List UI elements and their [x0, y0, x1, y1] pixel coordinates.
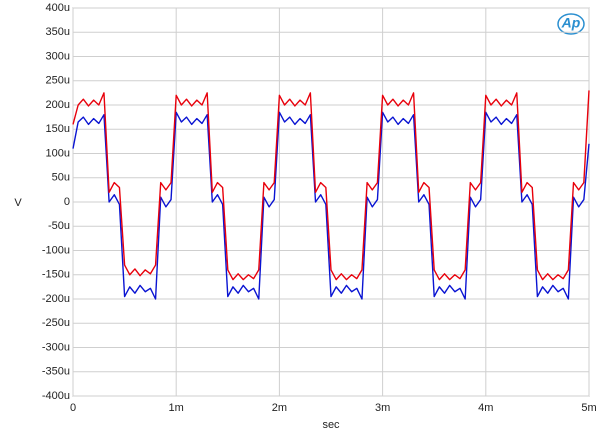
- y-tick-label: 50u: [52, 172, 70, 184]
- y-tick-label: 300u: [46, 50, 70, 62]
- x-axis-title: sec: [322, 419, 340, 431]
- series-line: [72, 90, 590, 281]
- y-tick-label: -50u: [48, 220, 70, 232]
- x-tick-label: 4m: [478, 402, 493, 414]
- y-tick-label: -150u: [42, 269, 70, 281]
- logo: Ap: [561, 15, 581, 31]
- y-tick-label: 400u: [46, 2, 70, 14]
- y-tick-label: 0: [64, 196, 70, 208]
- y-tick-label: 350u: [46, 26, 70, 38]
- x-tick-label: 0: [70, 402, 76, 414]
- y-tick-label: -100u: [42, 244, 70, 256]
- y-tick-label: 150u: [46, 123, 70, 135]
- y-tick-label: -350u: [42, 366, 70, 378]
- series-line: [72, 111, 590, 300]
- y-tick-label: 100u: [46, 147, 70, 159]
- x-tick-label: 1m: [169, 402, 184, 414]
- y-tick-label: -400u: [42, 390, 70, 402]
- y-axis-title: V: [14, 197, 22, 209]
- y-tick-label: 250u: [46, 75, 70, 87]
- y-tick-label: 200u: [46, 99, 70, 111]
- x-tick-label: 2m: [272, 402, 287, 414]
- y-tick-label: -250u: [42, 317, 70, 329]
- x-tick-label: 3m: [375, 402, 390, 414]
- logo-ring: [557, 13, 585, 35]
- y-tick-label: -200u: [42, 293, 70, 305]
- x-tick-label: 5m: [581, 402, 596, 414]
- y-tick-label: -300u: [42, 341, 70, 353]
